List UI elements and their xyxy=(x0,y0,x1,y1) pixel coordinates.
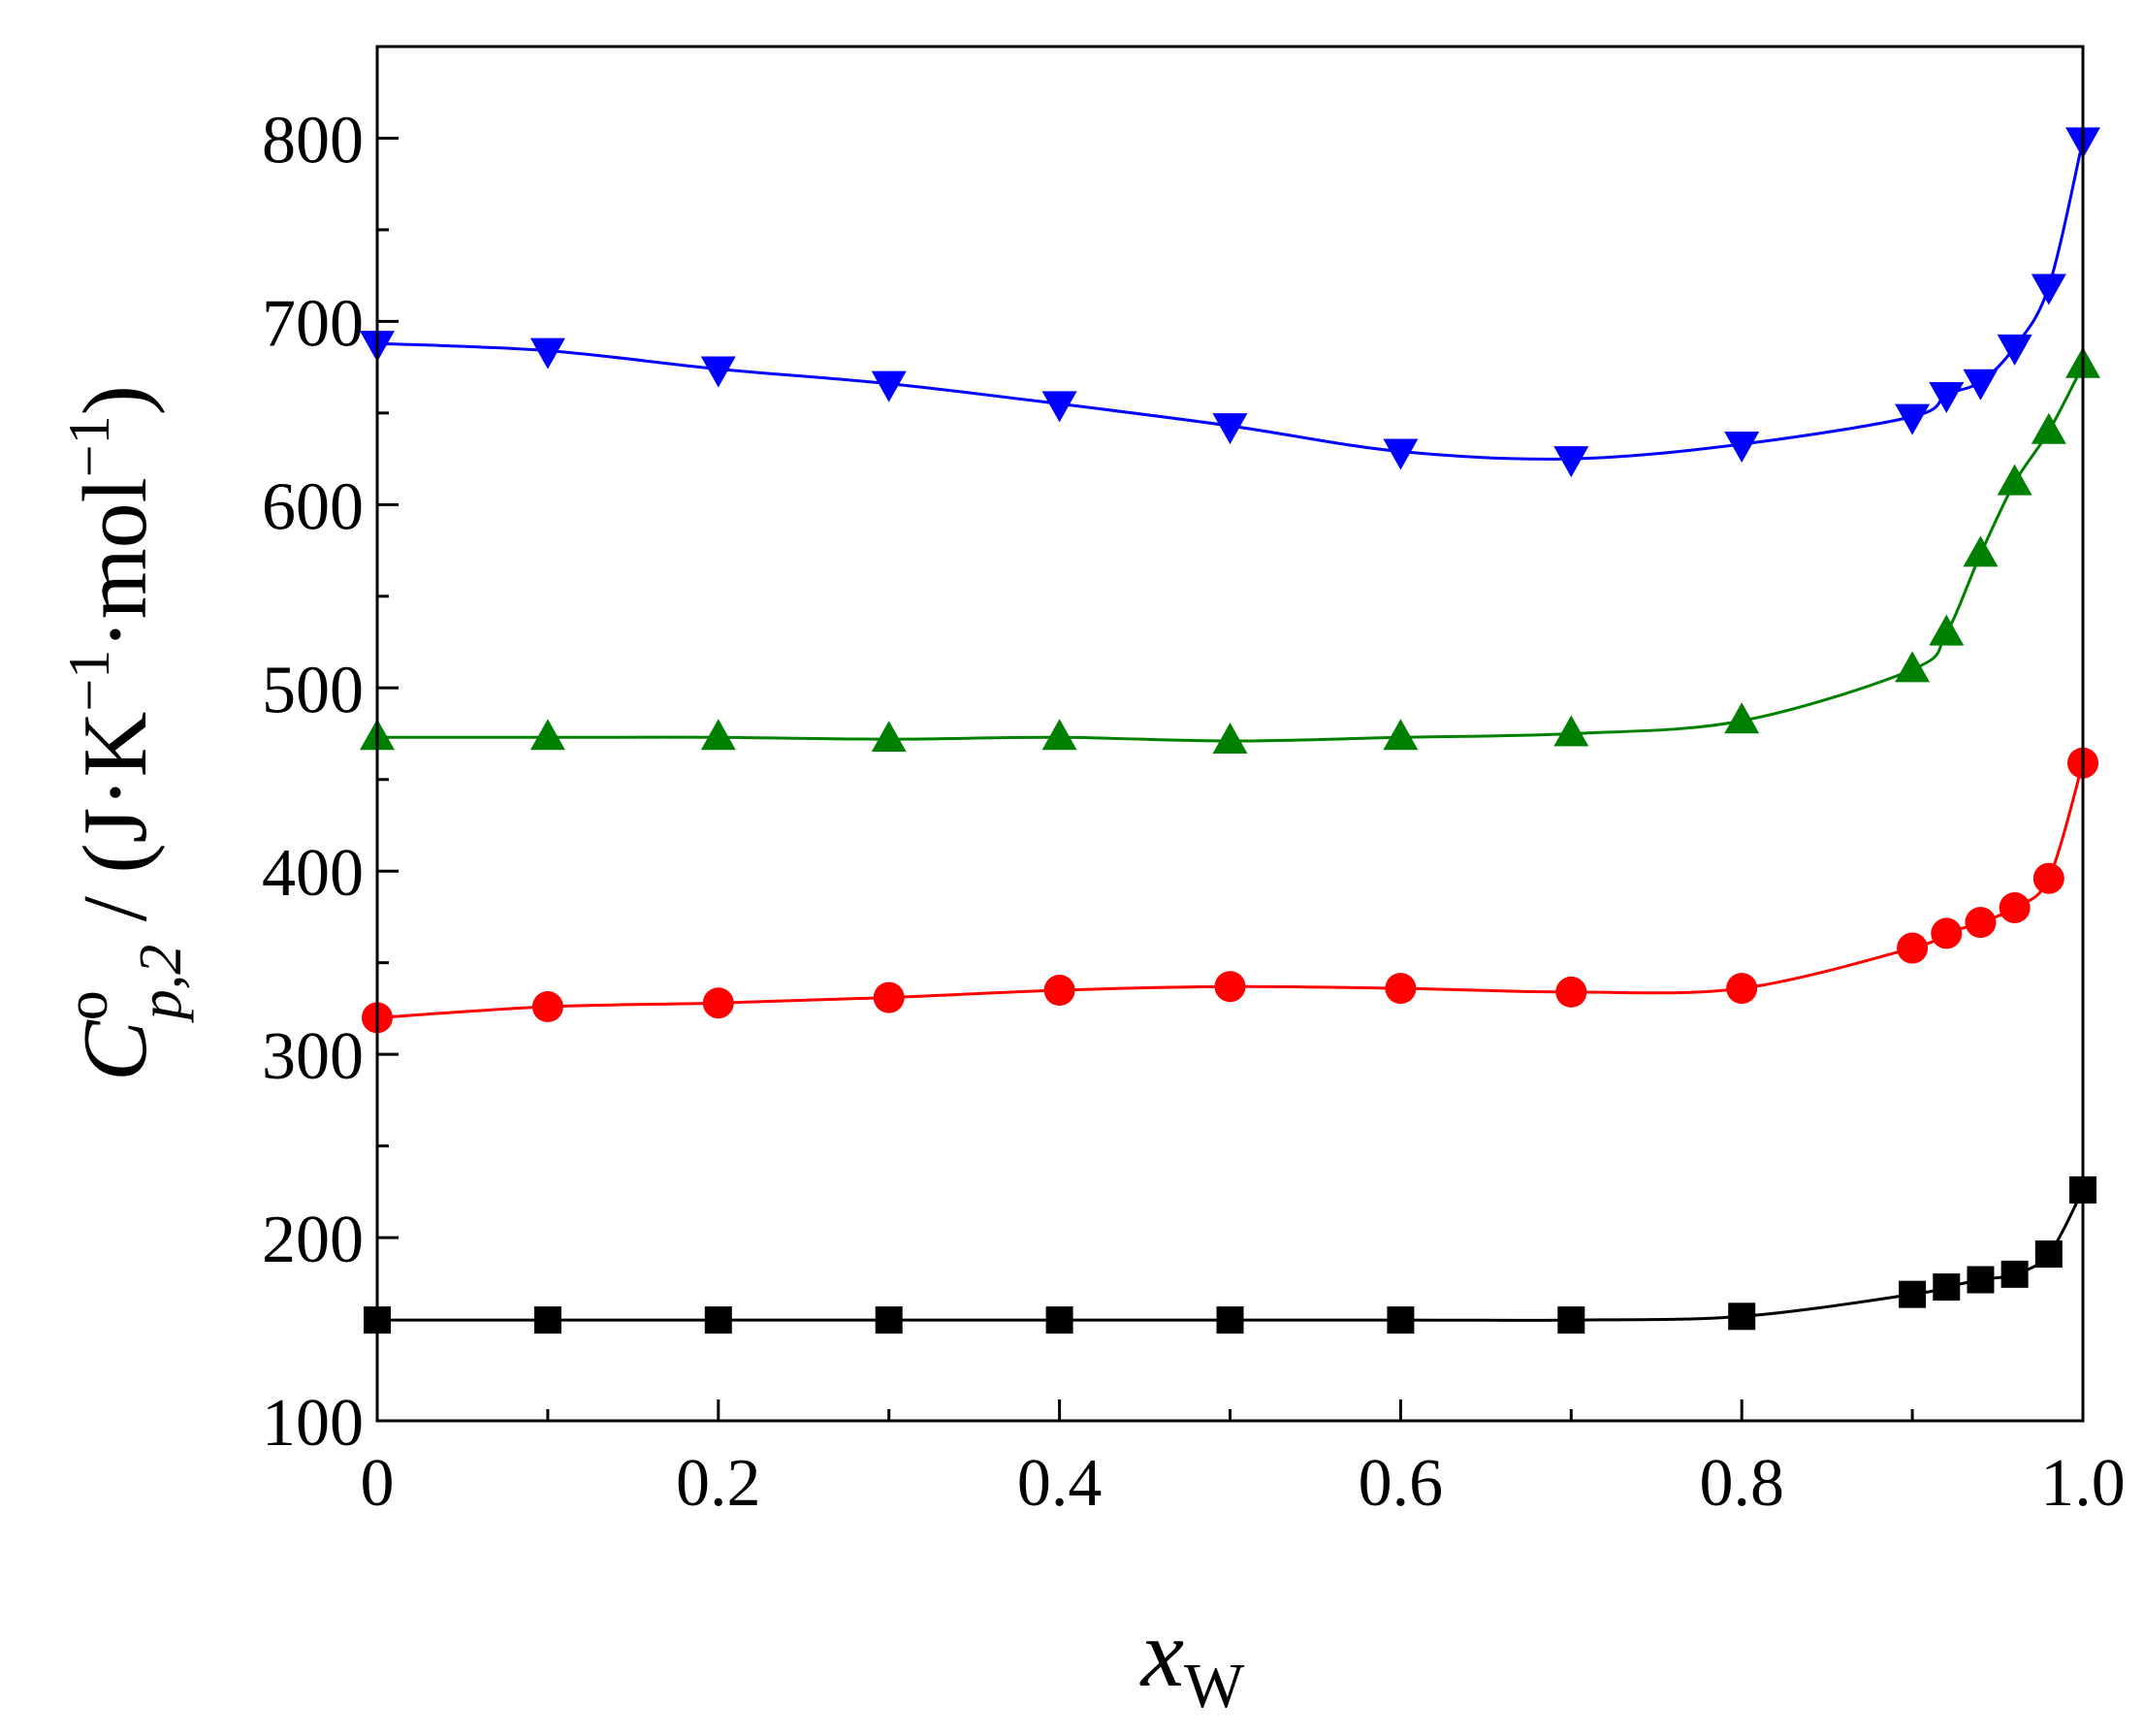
marker-squares xyxy=(704,1306,732,1334)
marker-down-triangles xyxy=(1724,431,1760,463)
marker-down-triangles xyxy=(1997,334,2032,366)
marker-down-triangles xyxy=(2031,273,2066,305)
x-axis-ticks: 0 0.2 0.4 0.6 0.8 1.0 xyxy=(361,1399,2126,1521)
marker-circles xyxy=(531,991,563,1023)
y-tick-label: 400 xyxy=(262,836,364,911)
y-tick-label: 500 xyxy=(262,653,364,727)
x-tick-label: 0.6 xyxy=(1359,1446,1444,1521)
marker-squares xyxy=(1557,1306,1585,1334)
marker-squares xyxy=(1899,1280,1927,1308)
marker-up-triangles xyxy=(1383,719,1419,751)
x-axis-label-main: x xyxy=(1139,1599,1184,1707)
y-tick-label: 600 xyxy=(262,469,364,544)
marker-circles xyxy=(1999,891,2031,923)
marker-up-triangles xyxy=(1553,715,1589,747)
marker-squares xyxy=(1728,1302,1756,1331)
y-tick-label: 200 xyxy=(262,1203,364,1277)
marker-circles xyxy=(1897,932,1929,964)
y-axis-label-symbol: C xyxy=(65,1019,166,1081)
y-axis-label-unit-mid: ·mol xyxy=(65,477,166,650)
marker-up-triangles xyxy=(1929,614,1965,646)
marker-squares xyxy=(1387,1306,1415,1334)
y-axis-label-unit: / (J·K xyxy=(65,712,166,945)
y-axis-label: Co p,2 / (J·K−1·mol−1) xyxy=(54,385,194,1081)
marker-up-triangles xyxy=(1895,651,1931,683)
marker-circles xyxy=(1726,973,1758,1005)
marker-down-triangles xyxy=(1383,438,1419,470)
y-tick-label: 800 xyxy=(262,103,364,177)
marker-squares xyxy=(1045,1306,1073,1334)
marker-circles xyxy=(873,981,905,1013)
x-axis-label: xW xyxy=(1139,1599,1245,1721)
marker-circles xyxy=(1931,917,1963,949)
x-tick-label: 1.0 xyxy=(2040,1446,2126,1521)
y-tick-label: 300 xyxy=(262,1019,364,1094)
marker-up-triangles xyxy=(1963,535,1999,567)
marker-down-triangles xyxy=(1895,403,1931,435)
series-line-down-triangles xyxy=(376,140,2085,461)
marker-circles xyxy=(1385,973,1417,1005)
x-tick-label: 0 xyxy=(361,1446,395,1521)
marker-squares xyxy=(1967,1266,1995,1294)
marker-up-triangles xyxy=(1212,723,1248,755)
series-line-squares xyxy=(377,1189,2085,1322)
y-axis-label-exp2: −1 xyxy=(57,415,121,477)
x-tick-label: 0.4 xyxy=(1017,1446,1103,1521)
marker-circles xyxy=(2032,862,2064,894)
x-tick-label: 0.8 xyxy=(1699,1446,1784,1521)
y-axis-label-exp1: −1 xyxy=(57,650,121,712)
x-axis-label-sub: W xyxy=(1184,1651,1245,1721)
marker-circles xyxy=(1965,907,1997,939)
marker-down-triangles xyxy=(700,356,736,388)
marker-squares xyxy=(1216,1306,1244,1334)
x-tick-label: 0.2 xyxy=(676,1446,761,1521)
marker-up-triangles xyxy=(871,721,907,753)
marker-down-triangles xyxy=(1963,369,1999,401)
marker-squares xyxy=(2000,1260,2029,1288)
marker-squares xyxy=(2034,1240,2063,1269)
marker-circles xyxy=(702,987,734,1019)
marker-up-triangles xyxy=(1041,719,1077,751)
marker-down-triangles xyxy=(1212,413,1248,445)
y-axis-label-sub: p,2 xyxy=(128,945,194,1024)
marker-down-triangles xyxy=(871,370,907,402)
marker-up-triangles xyxy=(529,719,565,751)
marker-down-triangles xyxy=(529,338,565,370)
marker-circles xyxy=(1555,976,1587,1008)
marker-down-triangles xyxy=(1929,381,1965,413)
marker-up-triangles xyxy=(1997,464,2032,496)
marker-squares xyxy=(875,1306,903,1334)
marker-up-triangles xyxy=(1724,702,1760,734)
marker-down-triangles xyxy=(1553,446,1589,478)
marker-down-triangles xyxy=(1041,391,1077,423)
marker-squares xyxy=(1933,1273,1961,1302)
marker-circles xyxy=(1214,971,1246,1003)
y-axis-label-unit-end: ) xyxy=(65,385,166,415)
marker-up-triangles xyxy=(2031,412,2066,444)
y-axis-ticks: 100 200 300 400 500 600 700 800 xyxy=(262,103,399,1461)
marker-up-triangles xyxy=(700,719,736,751)
marker-circles xyxy=(1043,975,1075,1007)
marker-squares xyxy=(533,1306,561,1334)
y-tick-label: 100 xyxy=(262,1386,364,1461)
y-tick-label: 700 xyxy=(262,286,364,361)
y-axis-label-sup: o xyxy=(54,990,120,1020)
series-markers xyxy=(360,127,2100,1334)
